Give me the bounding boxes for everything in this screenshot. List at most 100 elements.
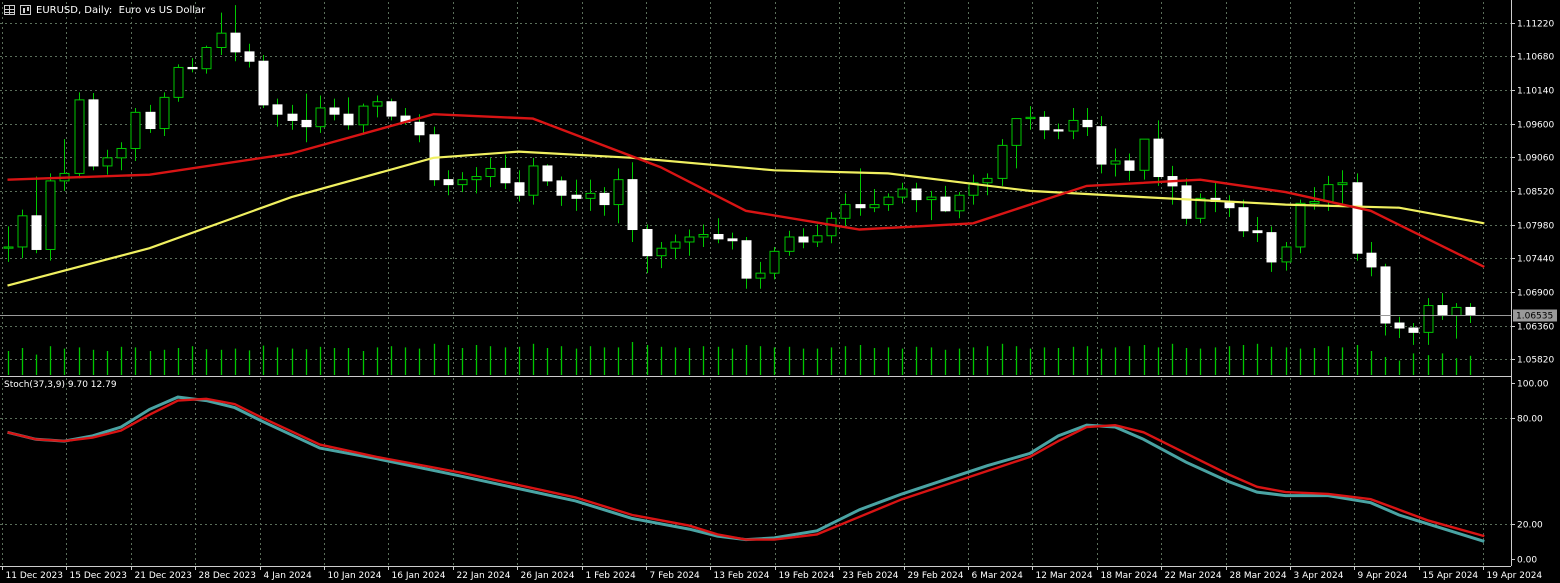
candle-body [45, 180, 56, 250]
price-tick-label: 1.09600 [1517, 121, 1554, 131]
candle-body [1437, 305, 1448, 317]
candle-body [656, 247, 667, 257]
price-tick-label: 1.11220 [1517, 20, 1554, 30]
candle-body [1053, 129, 1064, 132]
candle-body [1195, 197, 1206, 219]
candle [372, 95, 383, 118]
candle [17, 209, 28, 259]
candle [642, 224, 653, 274]
candle-body [1266, 232, 1277, 263]
candle [542, 164, 553, 186]
candle-body [500, 167, 511, 184]
candle [1465, 303, 1476, 324]
candle [471, 167, 482, 194]
candle [855, 168, 866, 216]
candle-body [1309, 200, 1320, 204]
candle-body [1096, 126, 1107, 165]
stochastic-axis: 100.00 80.00 20.00 0.00 [1511, 380, 1549, 566]
time-tick-label: 15 Dec 2023 [70, 571, 128, 581]
candle-body [769, 250, 780, 274]
candle-chart-icon[interactable] [20, 5, 31, 15]
candle [1053, 123, 1064, 140]
candle-body [840, 204, 851, 219]
stochastic-lines [7, 395, 1485, 543]
candle-body [1124, 160, 1135, 171]
candle-body [897, 188, 908, 198]
candle [1423, 298, 1434, 345]
candle-body [684, 236, 695, 243]
candle-body [556, 180, 567, 196]
candle-body [883, 196, 894, 206]
slow-moving-average-line [7, 150, 1485, 287]
candle [500, 154, 511, 189]
candle-body [826, 217, 837, 237]
candle [1082, 107, 1093, 137]
candle [429, 126, 440, 186]
time-tick-label: 7 Feb 2024 [650, 571, 701, 581]
candle [571, 179, 582, 211]
candle-body [1110, 160, 1121, 165]
candle-body [542, 165, 553, 182]
candle-body [457, 179, 468, 186]
candle-body [386, 101, 397, 117]
stochastic-label: Stoch(37,3,9) 9.70 12.79 [4, 380, 117, 390]
time-tick-label: 29 Feb 2024 [908, 571, 964, 581]
candle-body [727, 238, 738, 242]
chart-window-icon[interactable] [4, 5, 15, 15]
candle [31, 176, 42, 254]
candle [798, 228, 809, 249]
candle [1451, 303, 1462, 339]
candle [514, 170, 525, 202]
time-tick-label: 28 Dec 2023 [199, 571, 257, 581]
candle [599, 187, 610, 216]
candle [74, 92, 85, 179]
candle-body [670, 241, 681, 249]
time-tick-label: 21 Dec 2023 [135, 571, 193, 581]
candle [769, 246, 780, 280]
candle [159, 92, 170, 137]
candle [201, 45, 212, 74]
candle [358, 103, 369, 135]
candle [698, 224, 709, 247]
candle [1195, 193, 1206, 224]
candle-body [1153, 138, 1164, 178]
candle [1153, 120, 1164, 186]
candle-body [599, 192, 610, 206]
time-tick-label: 12 Mar 2024 [1036, 571, 1093, 581]
candle [713, 218, 724, 244]
candle [997, 139, 1008, 186]
time-tick-label: 22 Jan 2024 [457, 571, 511, 581]
candle-body [1082, 119, 1093, 128]
candle [1252, 217, 1263, 242]
stoch-signal-line [7, 397, 1485, 541]
candle-body [329, 107, 340, 115]
time-tick-label: 16 Jan 2024 [392, 571, 446, 581]
candle [556, 176, 567, 206]
candle [982, 173, 993, 196]
candle [1295, 199, 1306, 254]
candle [826, 212, 837, 244]
volume-bars [7, 342, 1472, 375]
candle [145, 104, 156, 133]
candle-body [954, 194, 965, 212]
candle-body [613, 179, 624, 206]
candle [812, 224, 823, 247]
candle [130, 107, 141, 161]
candle [883, 193, 894, 211]
candle [258, 54, 269, 108]
candle-body [116, 147, 127, 159]
candle-body [1352, 182, 1363, 254]
price-tick-label: 1.09060 [1517, 154, 1554, 164]
candle-body [784, 236, 795, 252]
candle-body [102, 157, 113, 167]
candle-body [514, 182, 525, 196]
candle [627, 162, 638, 242]
stoch-tick-label: 80.00 [1517, 415, 1543, 425]
candle-body [201, 47, 212, 70]
time-tick-label: 6 Mar 2024 [972, 571, 1024, 581]
candle [1181, 178, 1192, 225]
candle [1394, 316, 1405, 338]
candle [485, 157, 496, 188]
candle-body [31, 215, 42, 250]
